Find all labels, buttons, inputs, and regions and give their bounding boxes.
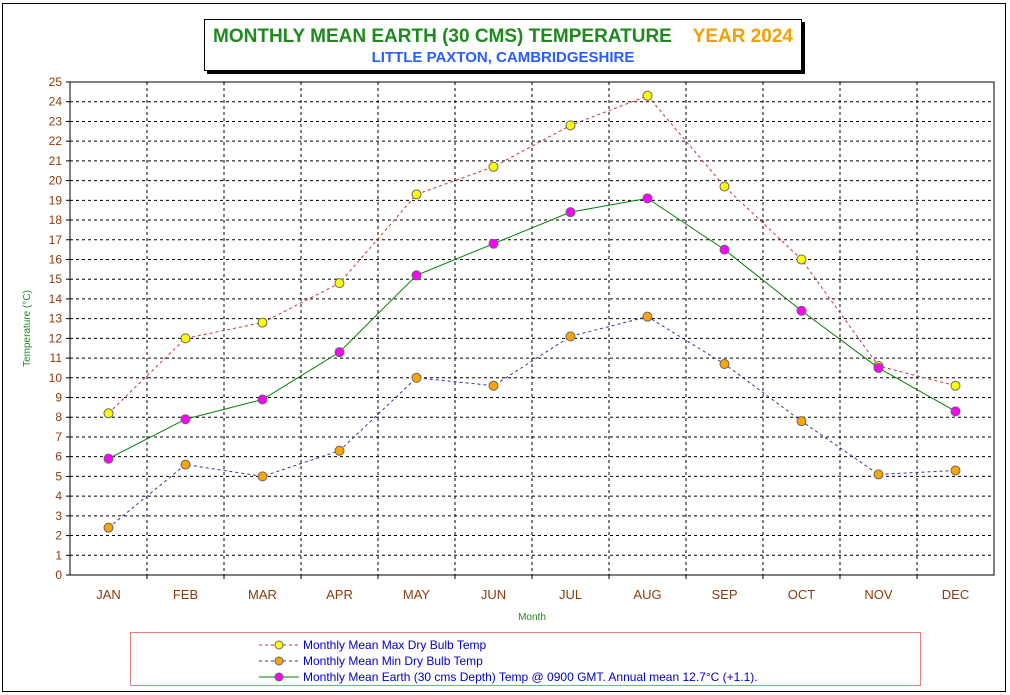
data-point-max	[950, 380, 961, 391]
data-point-earth	[719, 244, 730, 255]
y-tick-label: 23	[49, 114, 63, 128]
x-tick-label: MAR	[248, 587, 277, 602]
data-point-min	[642, 311, 653, 322]
y-tick-label: 6	[55, 450, 62, 464]
data-point-min	[257, 471, 268, 482]
y-tick-label: 20	[49, 174, 63, 188]
data-point-max	[719, 181, 730, 192]
y-tick-label: 12	[49, 331, 63, 345]
data-point-max	[257, 317, 268, 328]
chart-subtitle: LITTLE PAXTON, CAMBRIDGESHIRE	[371, 49, 635, 66]
y-tick-label: 18	[49, 213, 63, 227]
y-tick-label: 25	[49, 75, 63, 89]
x-tick-label: SEP	[711, 587, 737, 602]
data-point-max	[411, 189, 422, 200]
y-tick-label: 1	[55, 548, 62, 562]
series-line-max	[108, 95, 956, 414]
data-point-earth	[565, 207, 576, 218]
y-tick-label: 8	[55, 410, 62, 424]
data-point-min	[334, 445, 345, 456]
legend-label-earth: Monthly Mean Earth (30 cms Depth) Temp @…	[303, 670, 758, 684]
x-tick-label: JUN	[481, 587, 506, 602]
data-point-min	[411, 372, 422, 383]
data-point-earth	[411, 270, 422, 281]
data-point-earth	[334, 347, 345, 358]
x-tick-label: OCT	[788, 587, 816, 602]
y-tick-label: 19	[49, 193, 63, 207]
y-tick-label: 5	[55, 469, 62, 483]
title-box: MONTHLY MEAN EARTH (30 CMS) TEMPERATURE …	[204, 19, 802, 71]
legend-marker-max	[259, 640, 299, 650]
y-tick-label: 0	[55, 568, 62, 582]
chart-year: YEAR 2024	[692, 26, 793, 47]
legend-item-min: Monthly Mean Min Dry Bulb Temp	[131, 653, 911, 669]
y-tick-label: 15	[49, 272, 63, 286]
data-point-earth	[642, 193, 653, 204]
x-tick-label: MAY	[403, 587, 431, 602]
y-tick-label: 24	[49, 95, 63, 109]
data-point-max	[796, 254, 807, 265]
data-point-max	[642, 90, 653, 101]
title-line: MONTHLY MEAN EARTH (30 CMS) TEMPERATURE …	[205, 26, 801, 48]
y-tick-label: 11	[50, 351, 63, 365]
y-tick-label: 7	[55, 430, 62, 444]
data-point-earth	[796, 305, 807, 316]
plot-border	[69, 81, 995, 576]
data-point-earth	[873, 362, 884, 373]
y-tick-label: 16	[49, 252, 63, 266]
data-point-earth	[950, 406, 961, 417]
y-axis-label: Temperature (°C)	[22, 290, 33, 367]
y-tick-label: 21	[49, 154, 63, 168]
data-point-min	[796, 416, 807, 427]
data-point-earth	[180, 414, 191, 425]
line-chart: 0123456789101112131415161718192021222324…	[22, 75, 995, 623]
y-tick-label: 22	[49, 134, 63, 148]
data-point-min	[719, 358, 730, 369]
data-point-min	[873, 469, 884, 480]
data-point-max	[103, 408, 114, 419]
y-tick-label: 2	[55, 529, 62, 543]
legend-label-min: Monthly Mean Min Dry Bulb Temp	[303, 654, 483, 668]
chart-title: MONTHLY MEAN EARTH (30 CMS) TEMPERATURE	[213, 26, 672, 47]
x-tick-label: AUG	[633, 587, 661, 602]
y-tick-label: 17	[49, 233, 63, 247]
y-tick-label: 10	[49, 371, 63, 385]
legend: Monthly Mean Max Dry Bulb Temp Monthly M…	[130, 632, 921, 686]
legend-label-max: Monthly Mean Max Dry Bulb Temp	[303, 638, 487, 652]
y-tick-label: 3	[55, 509, 62, 523]
series-line-earth	[108, 197, 956, 460]
series-line-min	[108, 316, 956, 529]
x-tick-label: NOV	[864, 587, 893, 602]
x-tick-label: FEB	[173, 587, 198, 602]
x-tick-label: APR	[326, 587, 353, 602]
data-point-earth	[103, 453, 114, 464]
data-point-earth	[257, 394, 268, 405]
y-tick-label: 4	[55, 489, 62, 503]
x-tick-label: JUL	[559, 587, 582, 602]
data-point-max	[334, 278, 345, 289]
data-point-earth	[488, 238, 499, 249]
legend-marker-earth	[259, 672, 299, 682]
data-point-min	[180, 459, 191, 470]
x-tick-label: JAN	[96, 587, 121, 602]
data-point-min	[950, 465, 961, 476]
y-tick-label: 14	[49, 292, 63, 306]
y-tick-label: 9	[55, 391, 62, 405]
legend-item-earth: Monthly Mean Earth (30 cms Depth) Temp @…	[131, 669, 911, 685]
data-point-min	[565, 331, 576, 342]
data-point-max	[488, 161, 499, 172]
data-point-min	[103, 522, 114, 533]
y-tick-label: 13	[49, 312, 63, 326]
data-point-max	[565, 120, 576, 131]
x-tick-label: DEC	[942, 587, 969, 602]
x-axis-label: Month	[518, 612, 546, 623]
legend-marker-min	[259, 656, 299, 666]
data-point-max	[180, 333, 191, 344]
data-point-min	[488, 380, 499, 391]
legend-item-max: Monthly Mean Max Dry Bulb Temp	[131, 637, 911, 653]
